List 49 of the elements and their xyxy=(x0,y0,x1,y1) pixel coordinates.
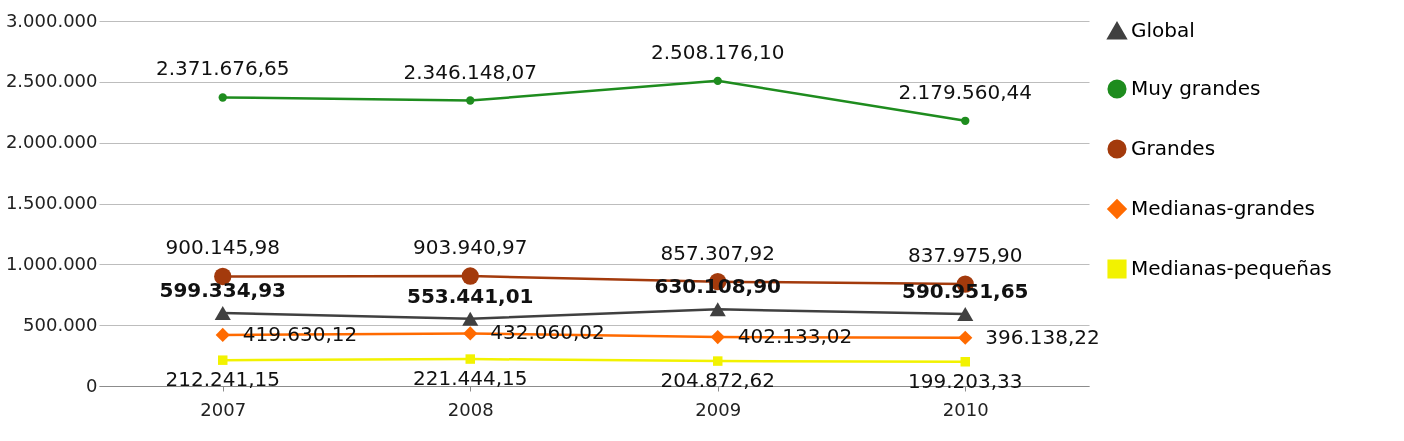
data-label: 599.334,93 xyxy=(159,278,287,303)
point xyxy=(463,326,478,341)
y-tick-label: 2.000.000 xyxy=(5,131,98,153)
y-tick-label: 1.000.000 xyxy=(5,252,98,274)
legend-label: Grandes xyxy=(1131,136,1216,160)
point xyxy=(215,327,230,343)
point xyxy=(961,116,970,125)
y-tick-label: 2.500.000 xyxy=(5,70,98,92)
y-tick-label: 0 xyxy=(86,374,98,396)
point xyxy=(713,76,722,86)
y-tick-label: 500.000 xyxy=(23,313,98,335)
y-tick-label: 3.000.000 xyxy=(5,9,98,31)
data-label: 221.444,15 xyxy=(412,366,528,391)
data-label: 837.975,90 xyxy=(907,243,1023,268)
data-label: 2.179.560,44 xyxy=(898,79,1033,104)
point xyxy=(218,355,228,365)
x-tick-label: 2010 xyxy=(942,398,989,420)
data-label: 2.346.148,07 xyxy=(403,59,538,84)
data-label: 199.203,33 xyxy=(907,368,1023,393)
data-label: 590.951,65 xyxy=(901,279,1029,304)
x-tick-label: 2007 xyxy=(200,398,247,420)
data-label: 204.872,62 xyxy=(660,368,776,393)
point xyxy=(461,267,479,285)
legend-label: Global xyxy=(1131,18,1195,42)
point xyxy=(709,302,726,317)
x-tick-label: 2008 xyxy=(447,398,494,420)
point xyxy=(466,96,475,105)
legend-label: Medianas-grandes xyxy=(1131,196,1315,220)
point xyxy=(465,354,475,364)
data-label: 553.441,01 xyxy=(406,283,534,308)
point xyxy=(218,93,227,102)
point xyxy=(462,311,479,326)
data-label: 900.145,98 xyxy=(165,235,281,260)
point xyxy=(957,307,974,322)
data-label: 2.508.176,10 xyxy=(650,39,785,64)
legend-label: Muy grandes xyxy=(1131,76,1261,100)
data-label: 2.371.676,65 xyxy=(155,56,290,81)
data-label: 903.940,97 xyxy=(412,235,528,260)
point xyxy=(960,357,970,367)
point xyxy=(214,306,231,321)
point xyxy=(713,356,723,366)
data-label: 396.138,22 xyxy=(985,324,1100,349)
y-tick-label: 1.500.000 xyxy=(5,192,98,213)
data-label: 857.307,92 xyxy=(660,240,776,265)
legend-label: Medianas-pequeñas xyxy=(1131,256,1332,280)
x-tick-label: 2009 xyxy=(695,398,742,420)
data-label: 212.241,15 xyxy=(165,367,281,392)
point xyxy=(958,330,973,345)
point xyxy=(710,330,725,345)
